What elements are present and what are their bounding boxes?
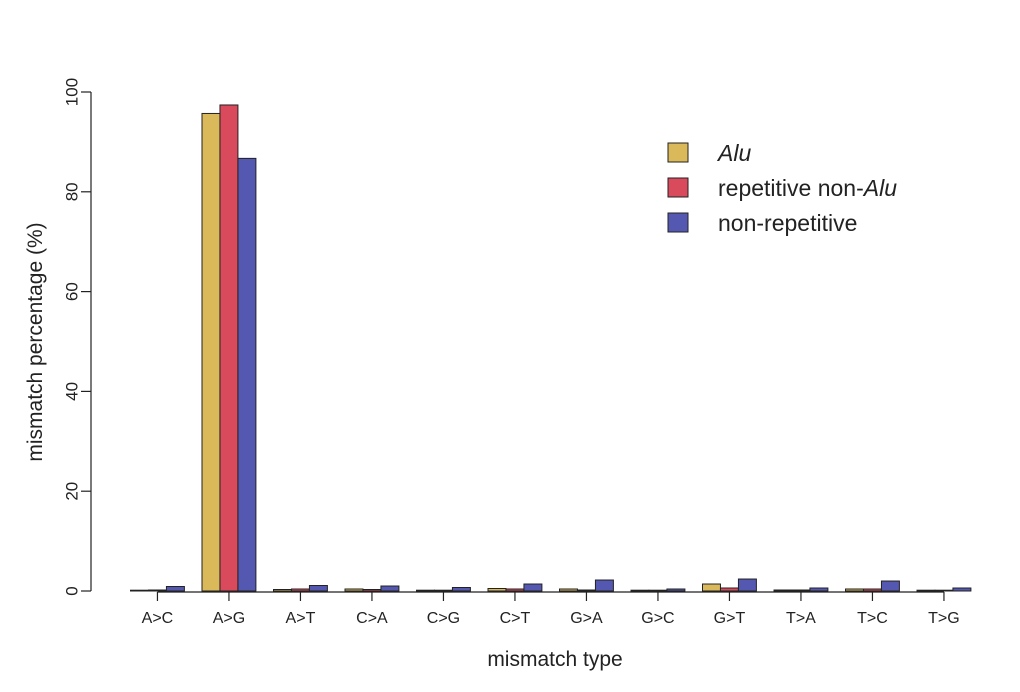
bar-repetitive-non-alu bbox=[719, 587, 739, 592]
legend-swatch bbox=[667, 142, 689, 163]
bar-repetitive-non-alu bbox=[934, 589, 954, 592]
bar-non-repetitive bbox=[594, 579, 614, 592]
bar-alu bbox=[130, 589, 149, 592]
y-tick-label: 40 bbox=[63, 382, 82, 401]
bar-alu bbox=[845, 588, 864, 592]
bar-alu bbox=[344, 588, 364, 592]
bar-repetitive-non-alu bbox=[576, 589, 596, 592]
bar-repetitive-non-alu bbox=[791, 589, 811, 592]
y-tick-label: 100 bbox=[63, 78, 82, 106]
legend-label: repetitive non-Alu bbox=[718, 175, 897, 201]
bar-alu bbox=[416, 589, 435, 592]
bar-alu bbox=[273, 589, 292, 592]
bar-alu bbox=[702, 583, 721, 592]
bar-repetitive-non-alu bbox=[290, 588, 310, 592]
x-tick-label: G>C bbox=[641, 610, 674, 627]
bar-repetitive-non-alu bbox=[862, 588, 882, 592]
x-tick-label: C>T bbox=[500, 610, 531, 627]
legend-swatch bbox=[667, 212, 689, 233]
y-tick-label: 0 bbox=[63, 586, 82, 595]
bar-alu bbox=[916, 589, 936, 592]
legend-swatch bbox=[667, 177, 689, 198]
bar-non-repetitive bbox=[952, 587, 972, 592]
bars-group bbox=[130, 104, 972, 592]
y-tick-label: 60 bbox=[63, 282, 82, 301]
y-axis-title: mismatch percentage (%) bbox=[24, 222, 47, 461]
bar-repetitive-non-alu bbox=[147, 589, 167, 592]
bar-non-repetitive bbox=[880, 580, 900, 592]
bar-non-repetitive bbox=[523, 583, 543, 592]
x-tick-label: A>G bbox=[213, 610, 245, 627]
bar-alu bbox=[201, 112, 221, 592]
x-tick-label: A>C bbox=[142, 610, 174, 627]
x-axis-title: mismatch type bbox=[487, 648, 622, 671]
bar-non-repetitive bbox=[737, 578, 757, 592]
bar-non-repetitive bbox=[451, 587, 471, 592]
y-tick-label: 20 bbox=[63, 482, 82, 501]
bar-repetitive-non-alu bbox=[362, 589, 382, 592]
bar-non-repetitive bbox=[666, 588, 686, 592]
bar-non-repetitive bbox=[237, 157, 257, 592]
legend-label: non-repetitive bbox=[718, 210, 857, 236]
bar-repetitive-non-alu bbox=[505, 588, 525, 592]
x-tick-label: T>C bbox=[857, 610, 888, 627]
bar-repetitive-non-alu bbox=[648, 589, 668, 592]
bar-alu bbox=[487, 588, 507, 592]
bar-non-repetitive bbox=[809, 587, 829, 592]
x-tick-label: T>G bbox=[928, 610, 960, 627]
bar-non-repetitive bbox=[308, 585, 328, 592]
x-tick-label: C>G bbox=[427, 610, 460, 627]
bar-alu bbox=[559, 588, 578, 592]
y-tick-label: 80 bbox=[63, 182, 82, 201]
bar-alu bbox=[630, 589, 650, 592]
x-axis: A>C A>G A>T C>A C>G C>T G>A G>C G>T T>A T>C T>G bbox=[142, 591, 960, 627]
legend-label: Alu bbox=[716, 140, 751, 166]
x-tick-label: C>A bbox=[356, 610, 388, 627]
y-axis: 0 20 40 60 80 100 bbox=[63, 78, 92, 596]
x-tick-label: T>A bbox=[786, 610, 816, 627]
bar-non-repetitive bbox=[380, 585, 400, 592]
bar-non-repetitive bbox=[165, 586, 185, 592]
x-tick-label: G>T bbox=[714, 610, 746, 627]
x-tick-label: G>A bbox=[570, 610, 603, 627]
x-tick-label: A>T bbox=[286, 610, 316, 627]
bar-repetitive-non-alu bbox=[219, 104, 239, 592]
legend: Alu repetitive non-Alu non-repetitive bbox=[667, 140, 897, 236]
bar-repetitive-non-alu bbox=[433, 589, 453, 592]
bar-alu bbox=[773, 589, 793, 592]
